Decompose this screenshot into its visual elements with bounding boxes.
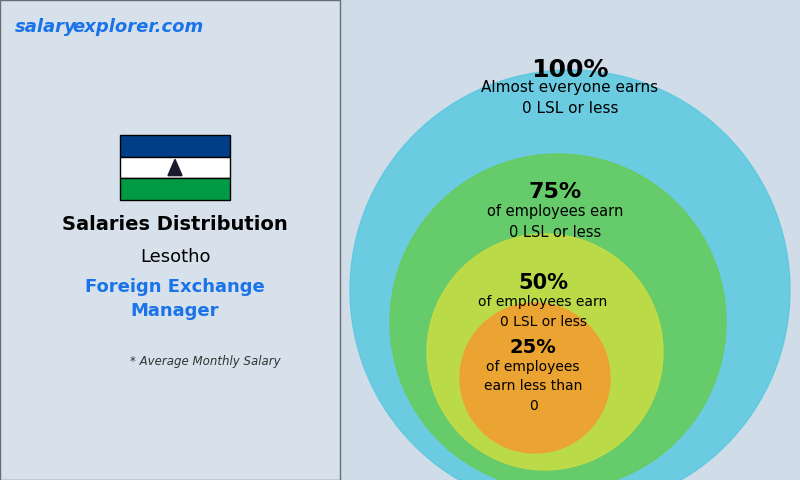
Text: Foreign Exchange
Manager: Foreign Exchange Manager — [85, 278, 265, 320]
FancyBboxPatch shape — [0, 0, 340, 480]
Text: salary: salary — [15, 18, 77, 36]
FancyBboxPatch shape — [120, 135, 230, 156]
Text: 100%: 100% — [531, 58, 609, 82]
Text: Salaries Distribution: Salaries Distribution — [62, 215, 288, 234]
Text: 25%: 25% — [510, 338, 556, 357]
Circle shape — [460, 303, 610, 453]
Circle shape — [350, 70, 790, 480]
Circle shape — [427, 234, 663, 470]
Circle shape — [390, 154, 726, 480]
Text: Almost everyone earns
0 LSL or less: Almost everyone earns 0 LSL or less — [482, 80, 658, 116]
Text: of employees
earn less than
0: of employees earn less than 0 — [484, 360, 582, 413]
Text: explorer.com: explorer.com — [72, 18, 203, 36]
Text: of employees earn
0 LSL or less: of employees earn 0 LSL or less — [478, 295, 608, 328]
Polygon shape — [168, 159, 182, 176]
Text: 75%: 75% — [528, 182, 582, 202]
FancyBboxPatch shape — [120, 179, 230, 200]
Text: * Average Monthly Salary: * Average Monthly Salary — [130, 355, 281, 368]
Text: of employees earn
0 LSL or less: of employees earn 0 LSL or less — [487, 204, 623, 240]
Text: 50%: 50% — [518, 273, 568, 293]
FancyBboxPatch shape — [120, 156, 230, 179]
Text: Lesotho: Lesotho — [140, 248, 210, 266]
